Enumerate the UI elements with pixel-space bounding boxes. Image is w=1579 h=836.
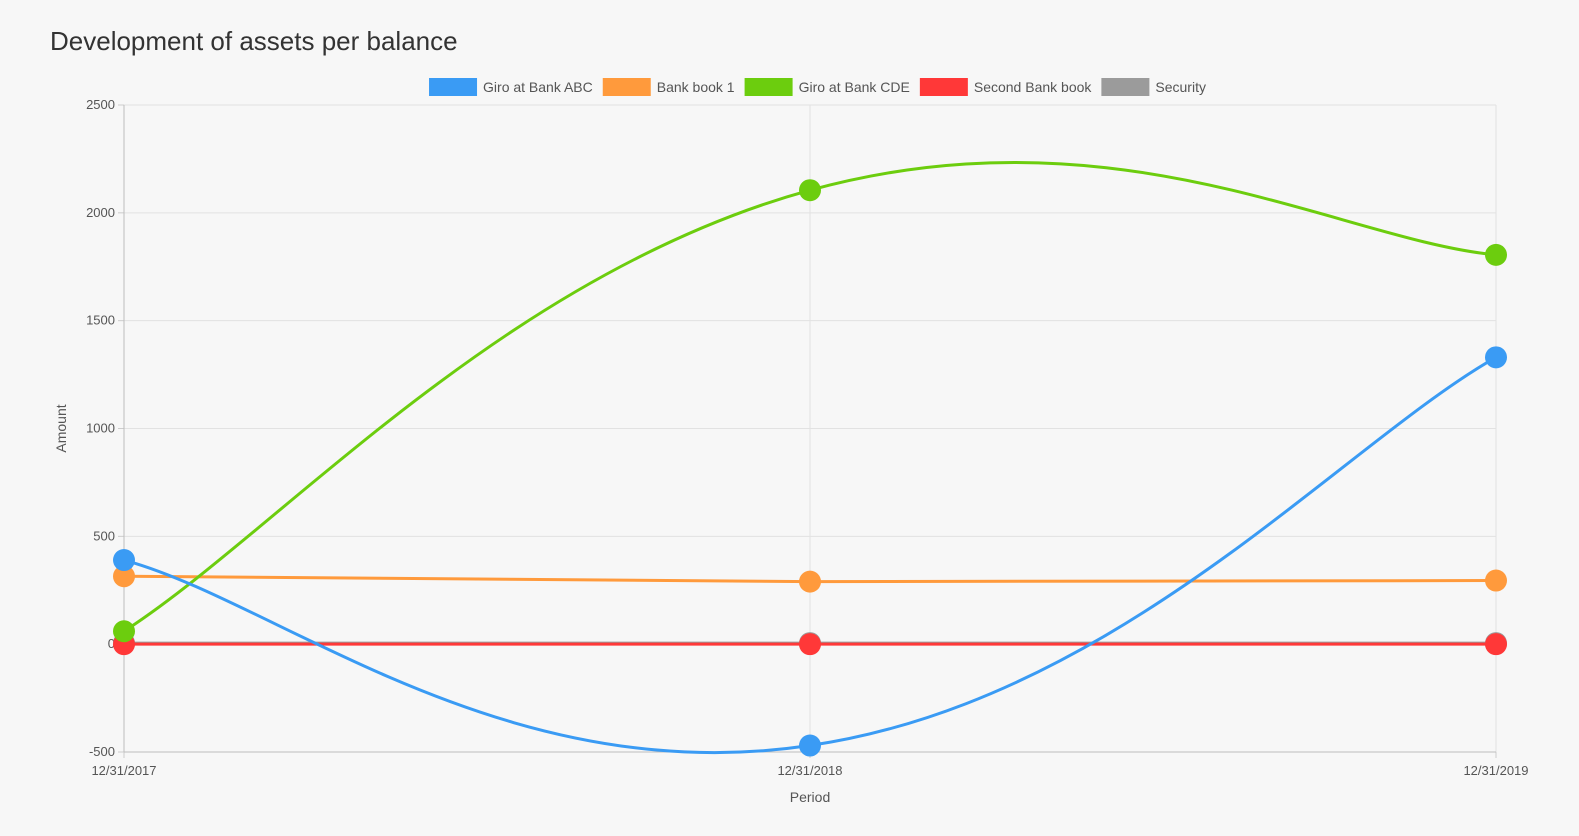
- legend-label: Second Bank book: [974, 79, 1093, 95]
- legend-swatch: [602, 78, 651, 96]
- data-point[interactable]: [1485, 346, 1507, 369]
- legend-label: Giro at Bank CDE: [799, 79, 910, 95]
- data-point[interactable]: [799, 570, 821, 593]
- data-point[interactable]: [799, 179, 821, 202]
- x-tick-label: 12/31/2018: [777, 763, 842, 778]
- data-point[interactable]: [1485, 633, 1507, 656]
- y-tick-label: 1500: [86, 313, 115, 328]
- legend-label: Security: [1155, 79, 1206, 95]
- legend-item[interactable]: Bank book 1: [602, 78, 735, 96]
- data-point[interactable]: [113, 620, 135, 643]
- y-tick-label: 2000: [86, 205, 115, 220]
- series-layer: [113, 161, 1507, 757]
- legend-item[interactable]: Giro at Bank CDE: [744, 78, 910, 96]
- data-point[interactable]: [1485, 569, 1507, 592]
- legend-swatch: [429, 78, 478, 96]
- data-point[interactable]: [113, 549, 135, 572]
- data-point[interactable]: [1485, 243, 1507, 266]
- series-giro-at-bank-abc: [113, 346, 1507, 757]
- y-axis-title: Amount: [53, 404, 69, 452]
- y-tick-label: 0: [108, 636, 115, 651]
- series-giro-at-bank-cde: [113, 161, 1507, 643]
- legend-item[interactable]: Second Bank book: [919, 78, 1093, 96]
- data-point[interactable]: [113, 565, 135, 588]
- data-point[interactable]: [799, 734, 821, 757]
- y-tick-label: -500: [89, 744, 115, 759]
- series-second-bank-book: [113, 633, 1507, 656]
- legend-item[interactable]: Giro at Bank ABC: [429, 78, 593, 96]
- legend-item[interactable]: Security: [1101, 78, 1206, 96]
- y-tick-label: 2500: [86, 97, 115, 112]
- x-tick-label: 12/31/2019: [1463, 763, 1528, 778]
- legend-label: Giro at Bank ABC: [483, 79, 593, 95]
- series-bank-book-1: [113, 565, 1507, 593]
- legend-swatch: [1101, 78, 1150, 96]
- data-point[interactable]: [799, 633, 821, 656]
- x-axis-title: Period: [790, 789, 830, 805]
- legend-label: Bank book 1: [657, 79, 735, 95]
- legend: Giro at Bank ABC Bank book 1 Giro at Bank …: [429, 78, 1206, 96]
- x-tick-label: 12/31/2017: [91, 763, 156, 778]
- grid-layer: [118, 104, 1497, 758]
- legend-swatch: [919, 78, 968, 96]
- legend-swatch: [744, 78, 793, 96]
- chart-title: Development of assets per balance: [50, 26, 458, 56]
- y-tick-label: 500: [93, 528, 115, 543]
- y-tick-label: 1000: [86, 421, 115, 436]
- axis-layer: -500 0 500 1000 1500 2000 2500 12/31/2017 12/31/…: [53, 97, 1529, 805]
